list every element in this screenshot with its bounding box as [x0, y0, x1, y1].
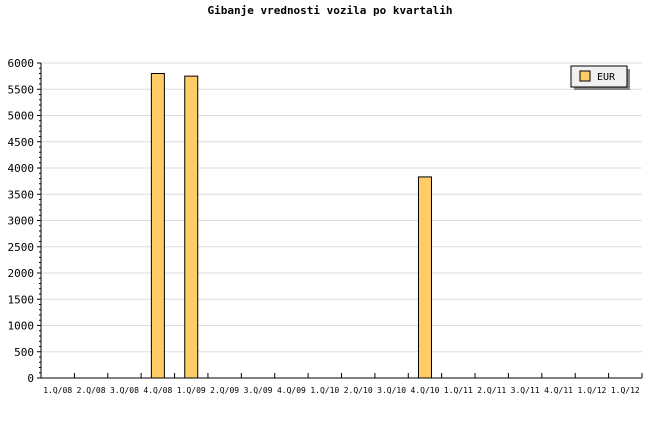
y-tick-label: 6000	[8, 57, 35, 70]
y-tick-label: 1500	[8, 293, 35, 306]
legend-swatch	[579, 70, 591, 82]
y-tick-label: 0	[27, 372, 34, 385]
x-tick-label: 4.Q/10	[411, 386, 440, 395]
y-tick-label: 5500	[8, 83, 35, 96]
x-tick-label: 1.Q/08	[43, 386, 72, 395]
x-tick-label: 3.Q/09	[244, 386, 273, 395]
x-tick-label: 1.Q/12	[611, 386, 640, 395]
y-tick-label: 1000	[8, 320, 35, 333]
y-tick-label: 4500	[8, 136, 35, 149]
legend-label: EUR	[597, 72, 616, 83]
x-tick-label: 3.Q/10	[377, 386, 406, 395]
x-tick-label: 2.Q/10	[344, 386, 373, 395]
x-tick-label: 1.Q/12	[577, 386, 606, 395]
x-tick-label: 2.Q/09	[210, 386, 239, 395]
y-tick-label: 500	[14, 346, 34, 359]
x-tick-label: 1.Q/09	[177, 386, 206, 395]
x-tick-label: 1.Q/11	[444, 386, 473, 395]
y-tick-label: 4000	[8, 162, 35, 175]
bar	[417, 176, 432, 379]
bar	[184, 75, 199, 379]
x-tick-label: 1.Q/10	[310, 386, 339, 395]
y-tick-label: 2500	[8, 241, 35, 254]
bar	[150, 73, 165, 379]
y-tick-label: 2000	[8, 267, 35, 280]
x-tick-label: 4.Q/11	[544, 386, 573, 395]
y-tick-label: 3500	[8, 188, 35, 201]
x-tick-label: 3.Q/08	[110, 386, 139, 395]
x-tick-label: 4.Q/08	[143, 386, 172, 395]
x-tick-label: 2.Q/11	[477, 386, 506, 395]
x-tick-label: 4.Q/09	[277, 386, 306, 395]
chart-title: Gibanje vrednosti vozila po kvartalih	[207, 4, 453, 17]
y-tick-label: 3000	[8, 215, 35, 228]
x-tick-label: 2.Q/08	[77, 386, 106, 395]
x-tick-label: 3.Q/11	[511, 386, 540, 395]
y-tick-label: 5000	[8, 110, 35, 123]
